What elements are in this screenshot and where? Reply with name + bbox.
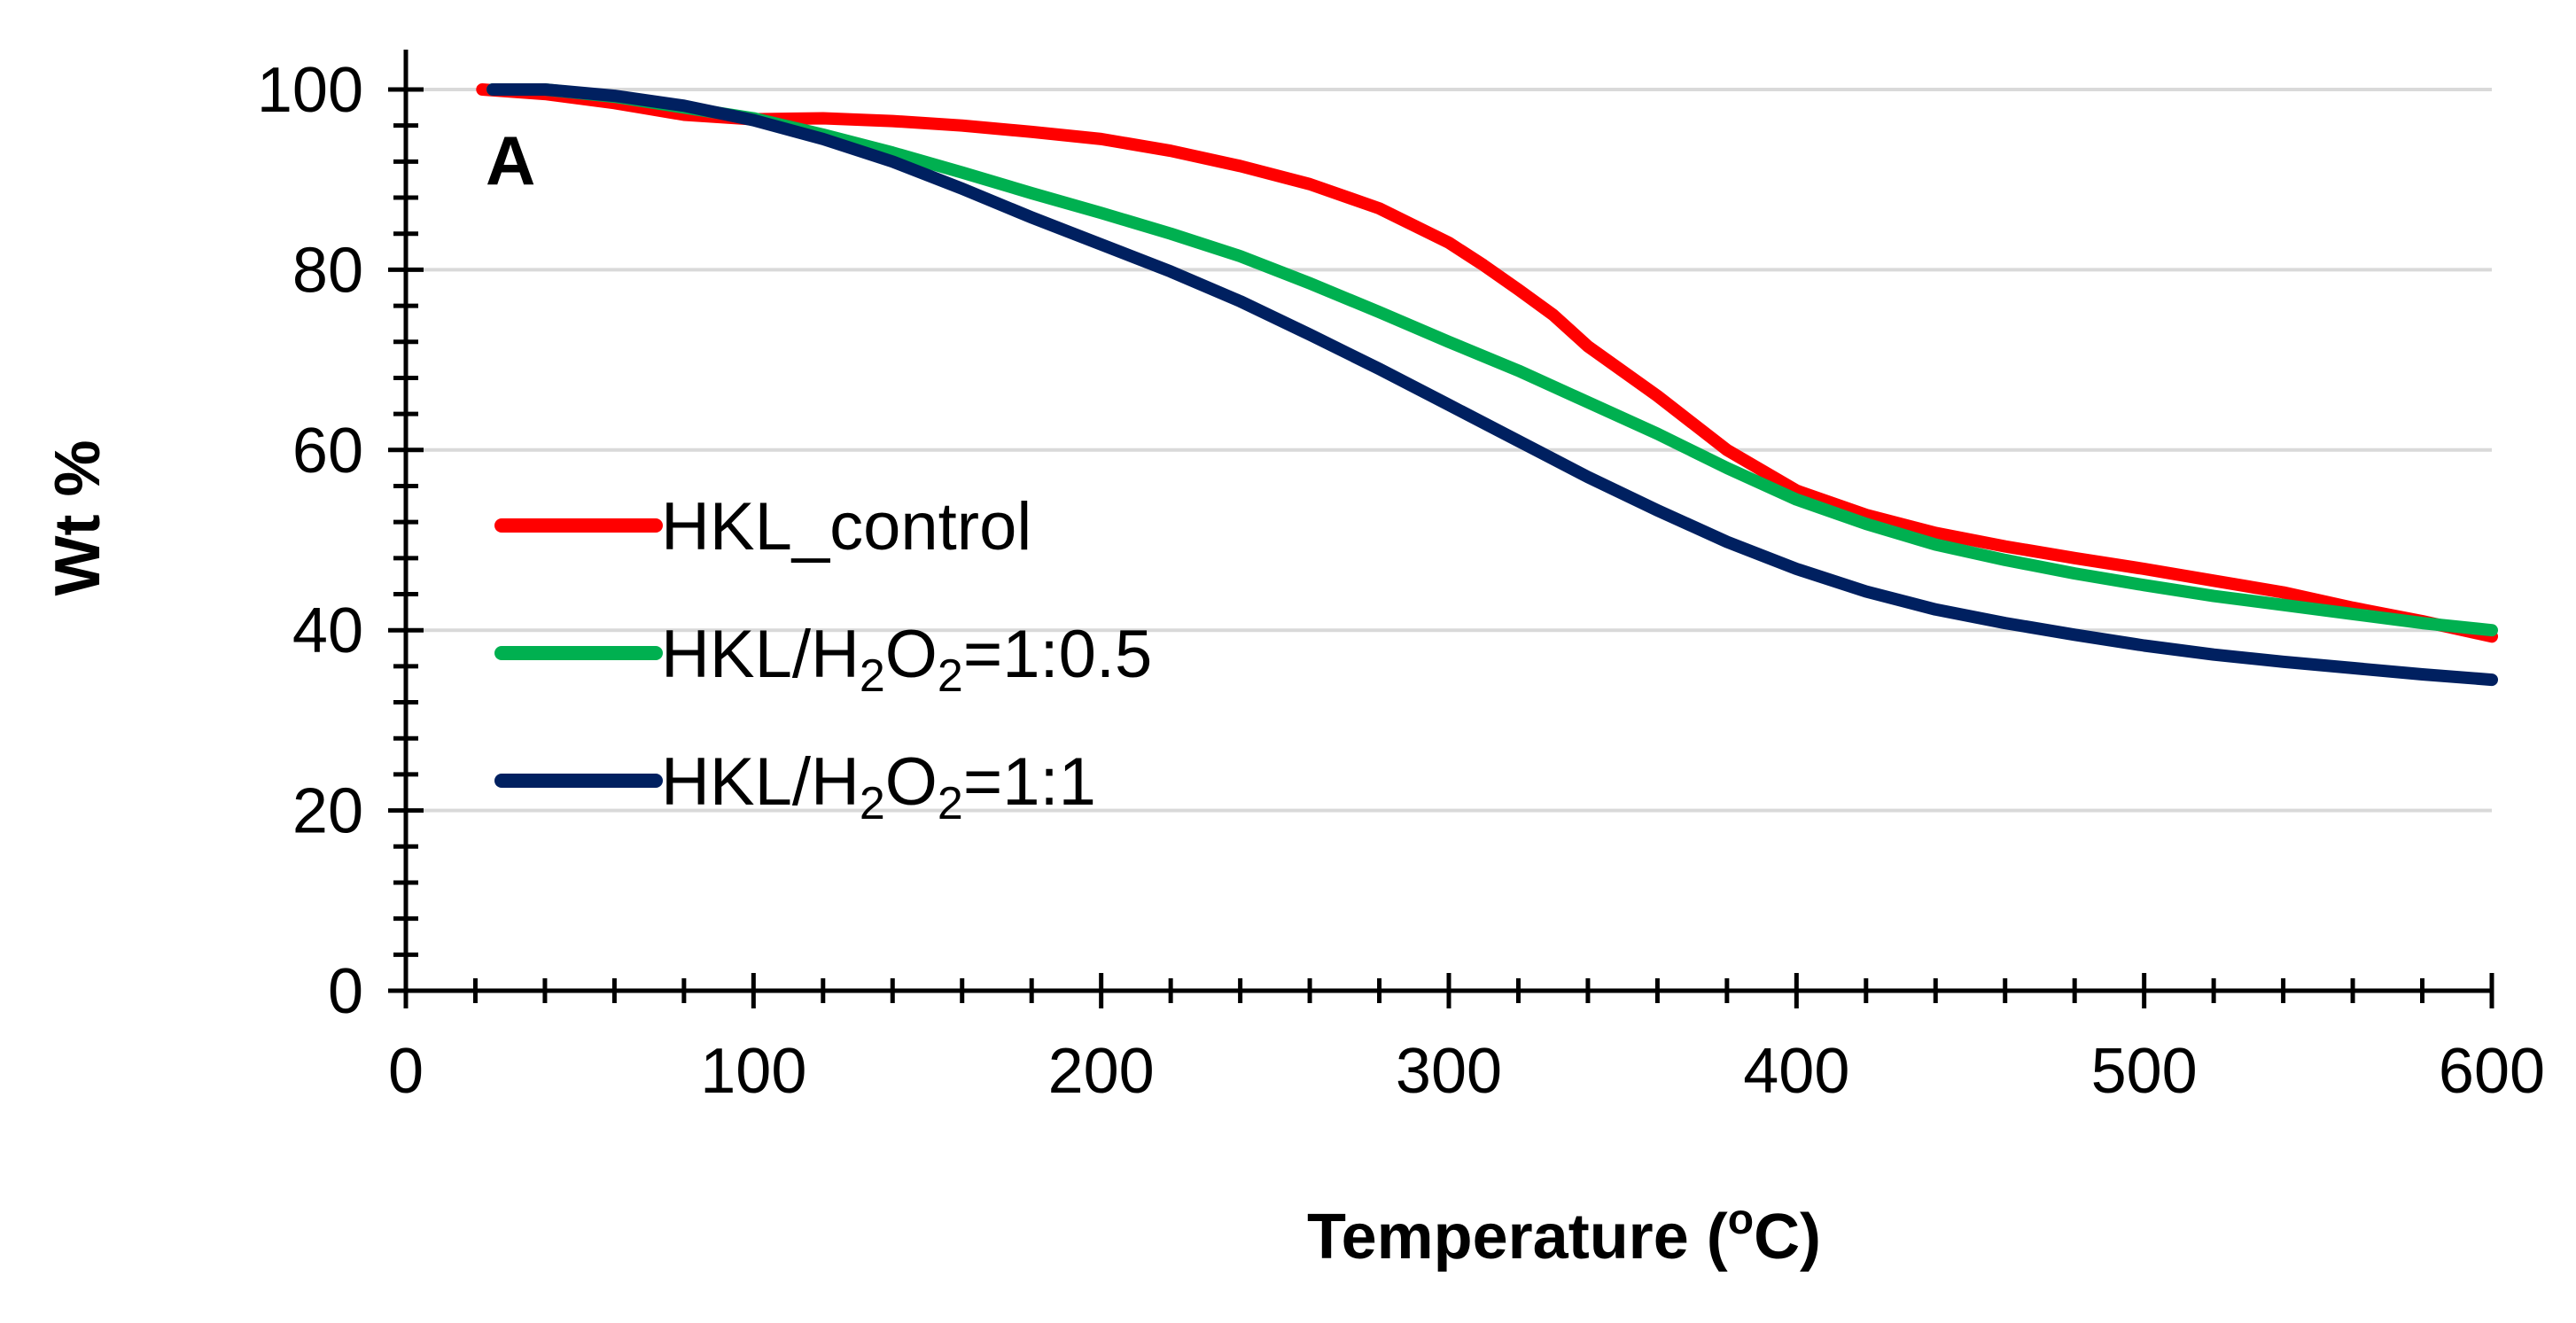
- legend-subscript: 2: [860, 778, 885, 829]
- legend-subscript: 2: [860, 650, 885, 702]
- series-line-3: [486, 83, 2498, 687]
- gridlines: [406, 88, 2492, 813]
- legend-text-part: =1:1: [963, 744, 1096, 820]
- series-line-1: [476, 83, 2498, 643]
- x-tick-label-100: 100: [700, 1036, 806, 1107]
- legend-subscript: 2: [938, 650, 963, 702]
- y-tick-label-20: 20: [292, 776, 363, 847]
- x-tick-label-300: 300: [1396, 1036, 1502, 1107]
- y-tick-label-100: 100: [257, 55, 363, 126]
- legend-text-part: O: [885, 744, 938, 820]
- axis-ticks: 0 100 200 300 400 500 600 0 20 40 60 80 100: [257, 55, 2545, 1107]
- legend-text-part: HKL/H: [661, 744, 860, 820]
- x-axis-title-main: Temperature (: [1307, 1202, 1728, 1272]
- legend-text-part: HKL/H: [661, 617, 860, 692]
- axis-labels: Temperature (oC) Wt % A: [43, 121, 1821, 1272]
- y-tick-label-60: 60: [292, 416, 363, 486]
- y-axis-title: Wt %: [43, 440, 113, 596]
- x-tick-label-200: 200: [1048, 1036, 1155, 1107]
- x-axis-title-end: C): [1754, 1202, 1821, 1272]
- legend-text-part: O: [885, 617, 938, 692]
- legend-label-1: HKL_control: [661, 489, 1031, 564]
- y-tick-label-80: 80: [292, 235, 363, 306]
- x-tick-label-500: 500: [2091, 1036, 2198, 1107]
- x-axis-title-degree-superscript: o: [1728, 1196, 1754, 1243]
- legend-label-2: HKL/H2O2=1:0.5: [661, 617, 1152, 702]
- data-series: [476, 83, 2498, 687]
- x-tick-label-600: 600: [2439, 1036, 2545, 1107]
- y-tick-label-0: 0: [328, 956, 363, 1027]
- legend-subscript: 2: [938, 778, 963, 829]
- legend-label-3: HKL/H2O2=1:1: [661, 744, 1096, 829]
- panel-label: A: [486, 121, 535, 199]
- y-tick-label-40: 40: [292, 595, 363, 666]
- legend-text-part: =1:0.5: [963, 617, 1152, 692]
- x-axis-title: Temperature (oC): [1307, 1196, 1821, 1272]
- x-tick-label-400: 400: [1743, 1036, 1849, 1107]
- legend-text-part: HKL_control: [661, 489, 1031, 564]
- x-tick-label-0: 0: [388, 1036, 424, 1107]
